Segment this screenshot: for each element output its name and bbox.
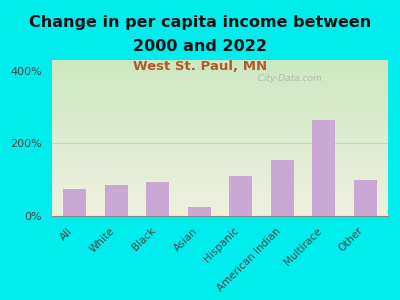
Bar [188, 207, 211, 216]
Text: West St. Paul, MN: West St. Paul, MN [133, 60, 267, 73]
Bar [271, 160, 294, 216]
Bar [229, 176, 252, 216]
Bar [354, 180, 376, 216]
Bar [146, 182, 169, 216]
Bar [64, 189, 86, 216]
Text: City-Data.com: City-Data.com [252, 74, 322, 83]
Text: 2000 and 2022: 2000 and 2022 [133, 39, 267, 54]
Bar [105, 185, 128, 216]
Bar [312, 120, 335, 216]
Text: Change in per capita income between: Change in per capita income between [29, 15, 371, 30]
